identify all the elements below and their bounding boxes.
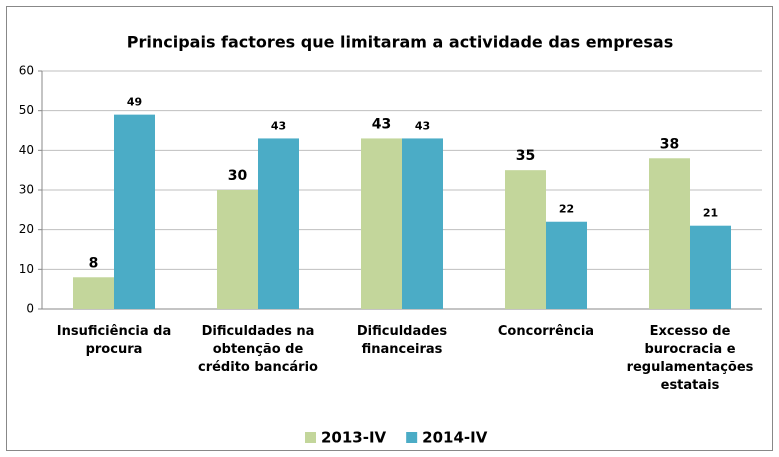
- legend-label: 2013-IV: [321, 429, 387, 447]
- bar: [114, 114, 155, 309]
- legend-swatch: [305, 432, 316, 443]
- y-tick-label: 0: [26, 302, 34, 316]
- y-tick-label: 60: [19, 64, 34, 78]
- data-label: 8: [89, 255, 99, 271]
- y-tick-label: 20: [19, 222, 34, 236]
- bar: [217, 190, 258, 309]
- data-label: 49: [127, 96, 142, 109]
- bar: [361, 138, 402, 309]
- y-tick-label: 30: [19, 183, 34, 197]
- bar: [73, 277, 114, 309]
- bar: [690, 225, 731, 309]
- x-tick-label: Insuficiência da procura: [56, 324, 172, 357]
- data-label: 43: [372, 116, 391, 132]
- data-label: 21: [703, 207, 718, 220]
- legend-swatch: [406, 432, 418, 443]
- data-label: 43: [415, 119, 430, 132]
- x-tick-label: Dificuldades financeiras: [356, 324, 448, 357]
- data-label: 22: [559, 203, 574, 216]
- data-label: 43: [271, 119, 286, 132]
- bar: [505, 170, 546, 309]
- data-label: 30: [228, 168, 248, 184]
- y-tick-label: 50: [19, 103, 34, 117]
- y-tick-label: 10: [19, 262, 34, 276]
- bar: [258, 138, 299, 309]
- y-tick-label: 40: [19, 143, 34, 157]
- bar: [546, 221, 587, 309]
- data-label: 35: [516, 148, 535, 164]
- x-tick-label: Dificuldades na obtenção de crédito banc…: [198, 324, 318, 375]
- bar: [402, 138, 443, 309]
- legend-label: 2014-IV: [422, 429, 488, 447]
- bar: [649, 158, 690, 309]
- chart-title: Principais factores que limitaram a acti…: [127, 33, 674, 52]
- x-tick-label: Concorrência: [497, 324, 595, 339]
- x-tick-label: Excesso de burocracia e regulamentações …: [626, 324, 754, 393]
- data-label: 38: [660, 136, 679, 152]
